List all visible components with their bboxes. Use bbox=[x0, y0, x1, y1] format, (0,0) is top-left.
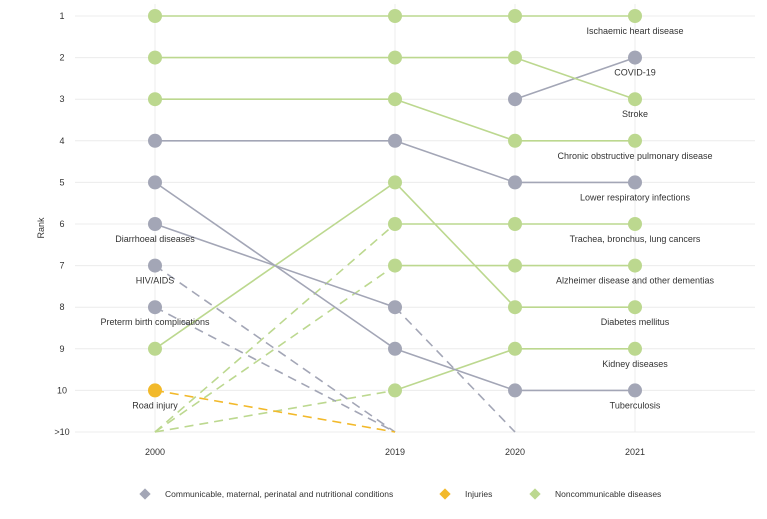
series-point-tuberculosis bbox=[628, 383, 642, 398]
series-point-chronic-obstructive-pulmonary-disease bbox=[628, 133, 642, 148]
series-line-chronic-obstructive-pulmonary-disease bbox=[394, 98, 516, 142]
series-label-ischaemic-heart-disease: Ischaemic heart disease bbox=[586, 26, 683, 36]
series-line-tuberculosis bbox=[394, 348, 516, 392]
y-tick-label: 8 bbox=[59, 302, 64, 312]
series-label-alzheimer-disease-and-other-dementias: Alzheimer disease and other dementias bbox=[556, 276, 715, 286]
y-tick-label: 1 bbox=[59, 11, 64, 21]
series-point-diarrhoeal-diseases bbox=[388, 300, 402, 315]
series-line-preterm-birth-complications bbox=[154, 306, 396, 433]
series-label-preterm-birth-complications: Preterm birth complications bbox=[100, 317, 210, 327]
y-axis-ticks: 1 2 3 4 5 6 7 8 9 10 >10 bbox=[54, 11, 69, 437]
x-axis-ticks: 2000 2019 2020 2021 bbox=[145, 447, 645, 457]
series-line-trachea-bronchus-lung-cancers bbox=[154, 223, 396, 433]
series-point-stroke bbox=[148, 50, 162, 65]
y-tick-label: >10 bbox=[54, 427, 69, 437]
series-point-diarrhoeal-diseases bbox=[148, 217, 162, 231]
series-point-kidney-diseases bbox=[508, 341, 522, 356]
series-point-tuberculosis bbox=[388, 341, 402, 356]
series-point-lower-respiratory-infections bbox=[628, 175, 642, 190]
series-line-hiv-aids bbox=[154, 264, 396, 433]
series-point-chronic-obstructive-pulmonary-disease bbox=[508, 133, 522, 148]
series-point-alzheimer-disease-and-other-dementias bbox=[628, 258, 642, 273]
series-label-road-injury: Road injury bbox=[132, 400, 178, 410]
series-point-ischaemic-heart-disease bbox=[508, 9, 522, 23]
legend-marker-noncommunicable bbox=[529, 488, 541, 500]
series-points bbox=[148, 9, 642, 398]
series-point-ischaemic-heart-disease bbox=[628, 9, 642, 23]
series-point-kidney-diseases bbox=[388, 383, 402, 398]
series-point-chronic-obstructive-pulmonary-disease bbox=[388, 92, 402, 107]
series-label-hiv-aids: HIV/AIDS bbox=[136, 276, 175, 286]
series-point-stroke bbox=[628, 92, 642, 107]
series-label-covid-19: COVID-19 bbox=[614, 68, 656, 78]
legend-marker-injuries bbox=[439, 488, 451, 500]
y-axis-title: Rank bbox=[36, 217, 46, 239]
y-tick-label: 3 bbox=[59, 94, 64, 104]
series-lines bbox=[154, 15, 636, 433]
series-line-road-injury bbox=[154, 389, 396, 433]
series-label-trachea-bronchus-lung-cancers: Trachea, bronchus, lung cancers bbox=[570, 234, 701, 244]
series-point-diabetes-mellitus bbox=[508, 300, 522, 315]
x-tick-label: 2019 bbox=[385, 447, 405, 457]
series-point-ischaemic-heart-disease bbox=[148, 9, 162, 23]
series-line-lower-respiratory-infections bbox=[394, 140, 516, 184]
y-tick-label: 7 bbox=[59, 261, 64, 271]
y-tick-label: 4 bbox=[59, 136, 64, 146]
series-label-kidney-diseases: Kidney diseases bbox=[602, 359, 668, 369]
y-tick-label: 10 bbox=[57, 385, 67, 395]
series-point-tuberculosis bbox=[508, 383, 522, 398]
series-label-diarrhoeal-diseases: Diarrhoeal diseases bbox=[115, 234, 195, 244]
series-point-lower-respiratory-infections bbox=[148, 133, 162, 148]
x-tick-label: 2000 bbox=[145, 447, 165, 457]
legend-label-noncommunicable: Noncommunicable diseases bbox=[555, 489, 661, 499]
series-point-hiv-aids bbox=[148, 258, 162, 273]
series-line-stroke bbox=[514, 56, 636, 100]
legend-label-injuries: Injuries bbox=[465, 489, 492, 499]
series-point-trachea-bronchus-lung-cancers bbox=[508, 217, 522, 231]
series-point-covid-19 bbox=[628, 50, 642, 65]
series-point-stroke bbox=[388, 50, 402, 65]
series-label-diabetes-mellitus: Diabetes mellitus bbox=[601, 317, 670, 327]
series-line-diarrhoeal-diseases bbox=[154, 223, 396, 308]
series-point-diabetes-mellitus bbox=[148, 341, 162, 356]
series-point-chronic-obstructive-pulmonary-disease bbox=[148, 92, 162, 107]
y-tick-label: 9 bbox=[59, 344, 64, 354]
series-point-diabetes-mellitus bbox=[628, 300, 642, 315]
series-point-stroke bbox=[508, 50, 522, 65]
legend-marker-communicable bbox=[139, 488, 151, 500]
series-point-alzheimer-disease-and-other-dementias bbox=[388, 258, 402, 273]
series-point-tuberculosis bbox=[148, 175, 162, 190]
series-point-trachea-bronchus-lung-cancers bbox=[628, 217, 642, 231]
series-point-trachea-bronchus-lung-cancers bbox=[388, 217, 402, 231]
x-tick-label: 2020 bbox=[505, 447, 525, 457]
series-point-ischaemic-heart-disease bbox=[388, 9, 402, 23]
series-point-road-injury bbox=[148, 383, 162, 398]
y-tick-label: 5 bbox=[59, 177, 64, 187]
series-point-covid-19 bbox=[508, 92, 522, 107]
series-label-stroke: Stroke bbox=[622, 109, 648, 119]
legend-label-communicable: Communicable, maternal, perinatal and nu… bbox=[165, 489, 393, 499]
series-point-alzheimer-disease-and-other-dementias bbox=[508, 258, 522, 273]
legend: Communicable, maternal, perinatal and nu… bbox=[139, 488, 661, 500]
series-point-preterm-birth-complications bbox=[148, 300, 162, 315]
series-point-diabetes-mellitus bbox=[388, 175, 402, 190]
series-labels: Ischaemic heart disease COVID-19 Stroke Chr… bbox=[100, 26, 714, 410]
series-label-tuberculosis: Tuberculosis bbox=[610, 400, 661, 410]
series-label-lower-respiratory-infections: Lower respiratory infections bbox=[580, 192, 691, 202]
y-tick-label: 6 bbox=[59, 219, 64, 229]
series-line-diabetes-mellitus bbox=[394, 181, 516, 308]
series-label-chronic-obstructive-pulmonary-disease: Chronic obstructive pulmonary disease bbox=[557, 151, 712, 161]
series-point-lower-respiratory-infections bbox=[388, 133, 402, 148]
x-tick-label: 2021 bbox=[625, 447, 645, 457]
series-point-lower-respiratory-infections bbox=[508, 175, 522, 190]
y-tick-label: 2 bbox=[59, 53, 64, 63]
series-point-kidney-diseases bbox=[628, 341, 642, 356]
